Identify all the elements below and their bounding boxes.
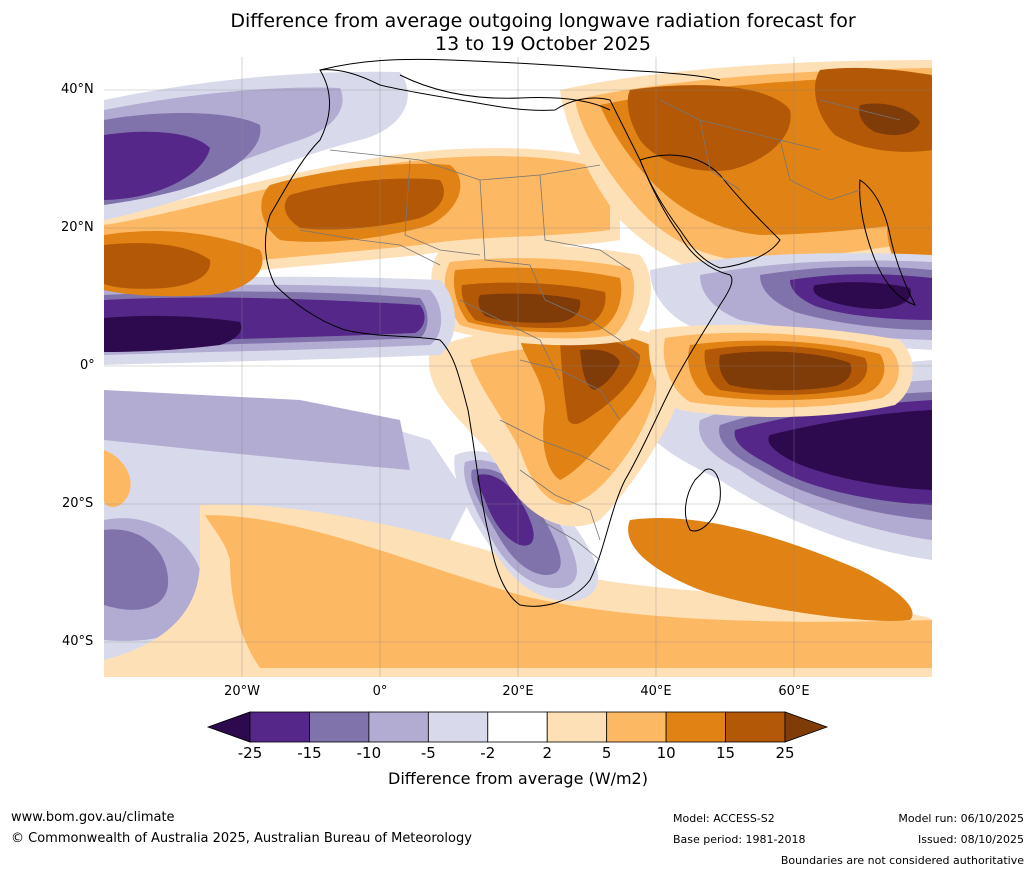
sahara-brown [284, 178, 444, 230]
colorbar-tick: -25 [237, 744, 263, 762]
south-indian-dark-orange [628, 518, 913, 621]
arabian-sea-darkest-purple [813, 282, 911, 309]
southern-africa-dark-purple [477, 474, 534, 546]
colorbar-label: Difference from average (W/m2) [388, 769, 648, 788]
mediterranean-coastline [399, 74, 611, 111]
lat-label-40n: 40°N [61, 82, 94, 97]
colorbar-tick: 5 [601, 744, 612, 762]
middle-east-brown [627, 85, 791, 171]
country-borders [299, 99, 901, 561]
southwest-dark-purple-patch [104, 529, 169, 610]
colorbar-tick: -5 [420, 744, 436, 762]
arabia-coastline [639, 154, 781, 269]
map-field [104, 57, 932, 677]
coastlines [265, 58, 916, 607]
colorbar-tick: -10 [356, 744, 382, 762]
colorbar-tick: 25 [775, 744, 795, 762]
southwest-coast-orange [104, 450, 131, 508]
disclaimer-text: Boundaries are not considered authoritat… [780, 854, 1024, 867]
south-atlantic-purple [104, 390, 410, 470]
model-run-text: Model run: 06/10/2025 [898, 812, 1024, 825]
eq-indian-darkest-brown [719, 351, 852, 391]
lat-label-40s: 40°S [62, 634, 94, 649]
west-tropic-brown [104, 243, 211, 289]
colorbar-tick: -15 [297, 744, 322, 762]
lon-label-20w: 20°W [224, 684, 260, 699]
indian-ocean-darkest-purple [768, 410, 932, 490]
colorbar-tick: 10 [656, 744, 676, 762]
graticule [104, 57, 932, 677]
title-line-1: Difference from average outgoing longwav… [230, 10, 856, 32]
model-text: Model: ACCESS-S2 [673, 812, 775, 825]
base-period-text: Base period: 1981-2018 [673, 833, 806, 846]
colorbar-tick: 2 [542, 744, 552, 762]
lon-label-20e: 20°E [502, 684, 534, 699]
colorbar-tick: -2 [480, 744, 496, 762]
north-atlantic-dark-purple [104, 131, 210, 200]
east-africa-darkest-brown [580, 349, 620, 390]
lat-label-20n: 20°N [61, 220, 94, 235]
lat-label-20s: 20°S [62, 496, 94, 511]
lat-label-0: 0° [80, 358, 95, 373]
lon-label-40e: 40°E [640, 684, 672, 699]
europe-coastline [319, 58, 721, 81]
copyright-text: © Commonwealth of Australia 2025, Austra… [11, 831, 472, 846]
map-title: Difference from average outgoing longwav… [140, 10, 946, 56]
title-line-2: 13 to 19 October 2025 [435, 33, 651, 55]
south-ocean-orange [205, 515, 932, 668]
colorbar-tick: 15 [716, 744, 736, 762]
website-link[interactable]: www.bom.gov.au/climate [11, 810, 175, 825]
central-asia-darkest [859, 103, 920, 135]
lon-label-0: 0° [372, 684, 388, 699]
sahel-darkest-brown [478, 293, 581, 323]
guinea-darkest-purple [104, 315, 242, 352]
lon-label-60e: 60°E [778, 684, 810, 699]
issued-text: Issued: 08/10/2025 [917, 833, 1024, 846]
india-coastline [859, 179, 916, 306]
madagascar-coastline [684, 468, 721, 532]
